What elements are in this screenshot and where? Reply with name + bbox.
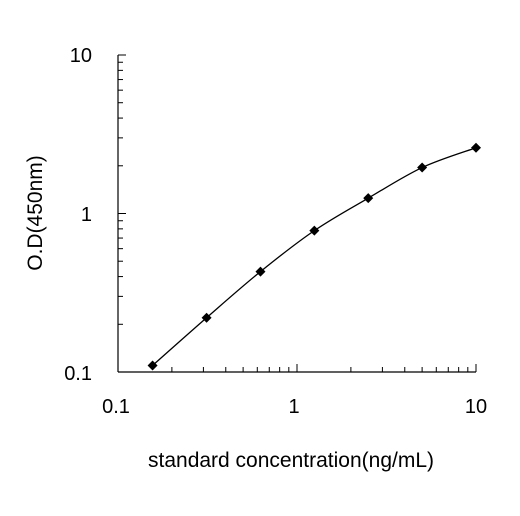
data-point-marker [147,360,158,371]
x-tick-label-mid: 1 [288,396,299,418]
data-point-marker [201,312,212,323]
x-axis-title: standard concentration(ng/mL) [148,449,434,472]
data-point-marker [417,162,428,173]
y-tick-label-top: 10 [70,45,92,67]
data-point-marker [363,193,374,204]
x-tick-label-right: 10 [465,396,487,418]
y-axis-title: O.D(450nm) [24,155,47,271]
ticks [117,54,477,373]
series-layer [147,142,481,371]
series-fit-line [152,147,477,366]
data-point-marker [471,142,481,153]
y-tick-label-mid: 1 [81,204,92,226]
axes [117,55,476,373]
y-tick-label-bottom: 0.1 [64,363,92,385]
x-tick-label-left: 0.1 [102,396,130,418]
data-point-marker [309,225,320,236]
data-point-marker [255,266,266,277]
